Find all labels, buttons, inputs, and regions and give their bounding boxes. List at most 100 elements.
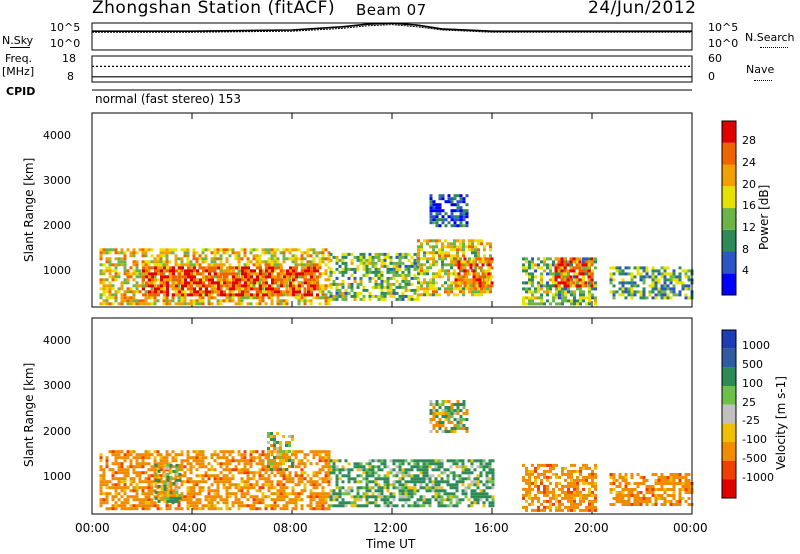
velocity-cell: [585, 493, 588, 497]
power-cell: [309, 260, 313, 264]
velocity-cell: [573, 502, 576, 506]
power-cell: [273, 254, 277, 258]
power-cell: [546, 287, 549, 291]
power-cell: [172, 266, 175, 270]
velocity-cell: [621, 500, 625, 503]
power-cell: [192, 251, 196, 255]
power-cell: [432, 284, 435, 288]
velocity-cell: [441, 424, 445, 427]
velocity-cell: [452, 492, 456, 496]
velocity-cell: [147, 492, 151, 496]
velocity-cell: [435, 400, 439, 403]
velocity-cell: [407, 495, 411, 499]
velocity-cell: [444, 406, 448, 409]
velocity-cell: [627, 500, 631, 503]
power-cell: [111, 269, 115, 273]
velocity-cell: [159, 459, 163, 463]
velocity-cell: [374, 498, 378, 502]
power-cell: [654, 287, 658, 291]
power-cell: [271, 278, 274, 282]
velocity-cell: [303, 465, 307, 469]
velocity-cell: [169, 490, 173, 494]
velocity-cell: [294, 453, 298, 457]
power-cell: [450, 203, 454, 207]
velocity-cell: [476, 465, 480, 469]
velocity-cell: [138, 480, 142, 484]
velocity-cell: [561, 508, 564, 512]
velocity-cell: [243, 471, 247, 475]
power-cell: [588, 302, 591, 306]
power-cell: [204, 260, 208, 264]
power-cell: [228, 284, 232, 288]
power-cell: [386, 252, 390, 256]
power-cell: [398, 264, 402, 268]
power-cell: [380, 297, 384, 301]
velocity-cell: [201, 507, 205, 511]
velocity-cell: [117, 456, 121, 460]
velocity-cell: [108, 486, 112, 490]
power-cell: [429, 206, 433, 210]
power-cell: [312, 248, 316, 252]
velocity-cell: [135, 453, 139, 457]
velocity-cell: [428, 465, 432, 469]
velocity-cell: [413, 462, 417, 466]
power-cell: [165, 299, 169, 303]
power-cell: [111, 275, 115, 279]
velocity-cell: [377, 459, 381, 463]
power-cell: [630, 278, 634, 282]
power-cell: [463, 269, 467, 273]
velocity-cell: [461, 483, 465, 487]
power-cell: [621, 293, 625, 297]
power-cell: [672, 293, 676, 297]
power-cell: [578, 257, 582, 261]
power-cell: [318, 251, 322, 255]
power-cell: [265, 293, 268, 297]
power-cell: [276, 263, 280, 267]
velocity-cell: [126, 456, 130, 460]
power-cell: [255, 281, 259, 285]
velocity-cell: [213, 480, 217, 484]
power-cell: [309, 266, 313, 270]
velocity-cell: [482, 492, 486, 496]
power-cell: [420, 245, 423, 249]
power-cell: [303, 290, 307, 294]
velocity-cell: [282, 453, 285, 456]
power-cell: [341, 255, 345, 259]
velocity-cell: [279, 456, 282, 459]
velocity-cell: [172, 496, 176, 500]
velocity-cell: [240, 477, 244, 481]
power-cell: [117, 275, 121, 279]
power-cell: [475, 272, 479, 276]
velocity-cell: [222, 477, 226, 481]
power-cell: [528, 296, 531, 300]
velocity-cell: [258, 471, 262, 475]
power-cell: [258, 299, 262, 303]
power-cell: [426, 260, 429, 264]
velocity-cell: [434, 462, 438, 466]
power-cell: [353, 255, 357, 259]
power-cell: [327, 266, 331, 270]
power-cell: [193, 287, 196, 291]
velocity-cell: [264, 471, 268, 475]
velocity-cell: [186, 489, 190, 493]
power-cell: [687, 278, 691, 282]
power-cell: [534, 296, 537, 300]
power-cell: [174, 275, 178, 279]
power-cell: [312, 251, 316, 255]
power-cell: [220, 290, 223, 294]
power-cell: [126, 248, 130, 252]
velocity-cell: [522, 478, 525, 482]
velocity-cell: [291, 435, 294, 438]
velocity-cell: [410, 468, 414, 472]
power-cell: [554, 278, 558, 282]
power-cell: [474, 245, 477, 249]
power-cell: [201, 296, 205, 300]
power-cell: [321, 257, 325, 261]
velocity-cell: [350, 468, 354, 472]
power-cell: [371, 294, 375, 298]
power-cell: [472, 260, 476, 264]
velocity-cell: [573, 487, 576, 491]
power-cell: [144, 248, 148, 252]
velocity-cell: [401, 492, 405, 496]
velocity-cell: [437, 465, 441, 469]
